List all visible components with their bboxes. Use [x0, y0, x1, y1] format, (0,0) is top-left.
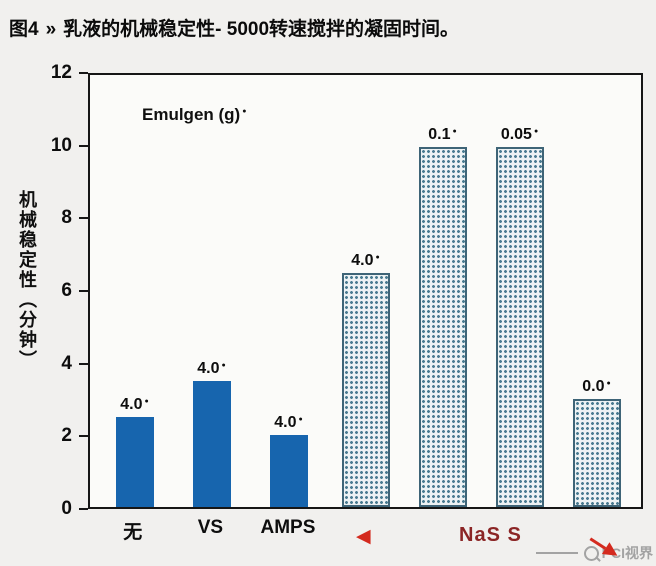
bar-value-label: 0.05 ●: [500, 126, 539, 143]
y-tick-label: 12: [50, 62, 72, 83]
magnifier-icon: [583, 545, 599, 561]
bar-slot: 0.1 ●: [404, 75, 481, 507]
x-axis-labels: 无 VS AMPS: [88, 517, 643, 544]
figure-number: 图4: [9, 19, 39, 40]
bar-col7: [572, 399, 621, 507]
y-tick-mark: [79, 72, 88, 74]
y-tick-mark: [79, 362, 88, 365]
bar-slot: 0.0 ●: [558, 75, 635, 507]
bar-slot: 4.0 ●: [96, 75, 173, 507]
x-label-VS: VS: [197, 517, 224, 538]
bar-slot: 4.0 ●: [250, 75, 327, 507]
y-tick-label: 10: [50, 134, 72, 156]
bar-VS: [192, 381, 231, 507]
plot-area: 4.0 ● 4.0 ● 4.0 ● 4.0 ● 0.1 ● 0.05 ● 0.0 ● Emulgen (g…: [88, 73, 643, 509]
bar-col6: [495, 147, 544, 507]
bar-AMPS: [269, 435, 308, 507]
y-tick-mark: [79, 290, 88, 292]
y-tick-label: 8: [61, 207, 72, 229]
red-left-arrow-icon: ◀: [356, 526, 371, 547]
emulgen-annotation-marker: ●: [242, 108, 247, 116]
y-tick-mark: [79, 435, 88, 438]
bar-value-label: 4.0 ●: [351, 252, 380, 269]
y-tick-mark: [79, 217, 88, 220]
bar-col4: [341, 273, 390, 507]
watermark: PCI视界: [535, 543, 653, 563]
y-tick-mark: [79, 144, 88, 147]
bar-col5: [418, 147, 467, 507]
y-axis-label: 机械稳定性（分钟）: [17, 190, 37, 370]
emulgen-annotation-text: Emulgen (g): [142, 105, 241, 124]
bars-container: 4.0 ● 4.0 ● 4.0 ● 4.0 ● 0.1 ● 0.05 ● 0.0 ●: [90, 75, 641, 507]
figure-title: 乳液的机械稳定性- 5000转速搅拌的凝固时间。: [63, 19, 460, 40]
bar-value-label: 0.0 ●: [582, 378, 611, 395]
x-label-无: 无: [123, 522, 143, 543]
emulgen-annotation: Emulgen (g) ●: [142, 105, 246, 125]
caption-chevron: »: [45, 19, 57, 40]
y-axis-ticks: 0 2 4 6 8 10 12: [0, 62, 88, 519]
y-tick-label: 6: [61, 280, 72, 301]
y-tick-label: 4: [61, 352, 72, 374]
bar-value-label: 4.0 ●: [274, 414, 303, 432]
bar-value-label: 0.1 ●: [428, 126, 457, 143]
y-tick-mark: [79, 508, 88, 510]
bar-slot: 4.0 ●: [327, 75, 404, 507]
y-tick-label: 2: [61, 425, 72, 447]
bar-无: [115, 417, 154, 507]
figure-caption: 图4 » 乳液的机械稳定性- 5000转速搅拌的凝固时间。: [9, 14, 459, 41]
bar-value-label: 4.0 ●: [120, 396, 149, 413]
bar-value-label: 4.0 ●: [197, 360, 226, 377]
x-group-label-nas: NaS S: [459, 524, 522, 546]
bar-slot: 4.0 ●: [173, 75, 250, 507]
y-tick-label: 0: [61, 498, 72, 519]
watermark-line: [535, 552, 578, 554]
bar-slot: 0.05 ●: [481, 75, 558, 507]
watermark-text: PCI视界: [601, 545, 653, 561]
red-right-arrow-tail: [589, 537, 607, 550]
x-label-AMPS: AMPS: [260, 517, 316, 538]
